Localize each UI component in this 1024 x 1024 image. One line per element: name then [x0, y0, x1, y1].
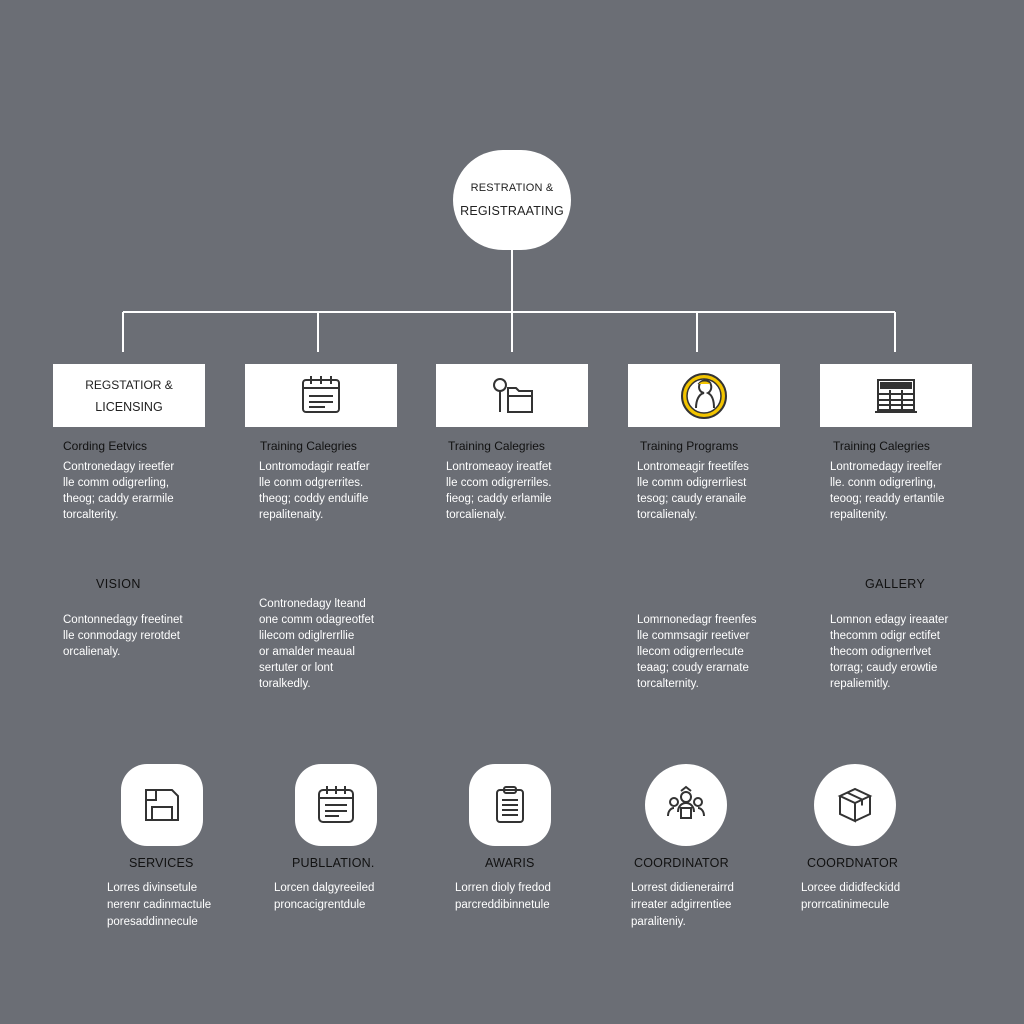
column-description: Lontromeaoy ireatfet lle ccom odigrerril…: [446, 461, 552, 521]
section-title-gallery: GALLERY: [865, 577, 926, 591]
bottom-description: Lorren dioly fredod parcreddibinnetule: [455, 882, 551, 911]
column-title: Training Calegries: [833, 439, 930, 453]
column-title: Training Calegries: [260, 439, 357, 453]
root-node-line1: RESTRATION &: [470, 182, 554, 194]
package-box-icon: [837, 787, 873, 823]
root-node[interactable]: RESTRATION & REGISTRAATING: [453, 150, 571, 250]
column-description: Lontromedagy ireelfer lle. conm odigrerl…: [830, 461, 945, 521]
bottom-description: Lorrest didienerairrd irreater adgirrent…: [631, 882, 734, 928]
box-line1: REGSTATIOR &: [85, 377, 173, 392]
bottom-title-services: SERVICES: [129, 856, 194, 870]
section-title-vision: VISION: [96, 577, 141, 591]
tile-coordinator[interactable]: [645, 764, 727, 846]
box-person-profile[interactable]: [628, 364, 780, 427]
section-description: Lomnon edagy ireaater thecomm odigr ecti…: [830, 614, 949, 690]
window-grid-icon: [875, 378, 917, 413]
magnifier-folder-icon: [493, 377, 533, 413]
floppy-disk-icon: [145, 789, 179, 821]
column-description: Contronedagy ireetfer lle comm odigrerli…: [63, 461, 175, 521]
box-search-folder[interactable]: [436, 364, 588, 427]
clipboard-list-icon: [496, 786, 524, 823]
column-description: Lontromodagir reatfer lle conm odgrerrit…: [259, 461, 370, 521]
bottom-title-coordinator: COORDINATOR: [634, 856, 729, 870]
tile-services[interactable]: [121, 764, 203, 846]
team-people-icon: [667, 785, 705, 819]
column-title: Cording Eetvics: [63, 439, 148, 453]
section-description: Contonnedagy freetinet lle conmodagy rer…: [63, 614, 183, 658]
box-calendar[interactable]: [245, 364, 397, 427]
column-title: Training Programs: [640, 439, 739, 453]
tile-coordinator-2[interactable]: [814, 764, 896, 846]
column-description: Lontromeagir freetifes lle comm odigrerr…: [637, 461, 749, 521]
bottom-title-coordinator-2: COORDNATOR: [807, 856, 899, 870]
box-registration-licensing[interactable]: REGSTATIOR & LICENSING: [53, 364, 205, 427]
section-description: Contronedagy lteand one comm odagreotfet…: [259, 598, 375, 690]
box-window-grid[interactable]: [820, 364, 972, 427]
calendar-list-icon: [318, 786, 354, 823]
bottom-title-publication: PUBLLATION.: [292, 856, 375, 870]
bottom-description: Lorcen dalgyreeiled proncacigrentdule: [274, 882, 375, 911]
calendar-list-icon: [302, 375, 340, 413]
section-description: Lomrnonedagr freenfes lle commsagir reet…: [637, 614, 757, 690]
root-node-line2: REGISTRAATING: [460, 204, 564, 218]
box-line2: LICENSING: [95, 399, 163, 414]
bottom-title-awards: AWARIS: [485, 856, 535, 870]
column-title: Training Calegries: [448, 439, 545, 453]
bottom-description: Lorcee dididfeckidd prorrcatinimecule: [801, 882, 901, 911]
tile-publication[interactable]: [295, 764, 377, 846]
tile-awards[interactable]: [469, 764, 551, 846]
person-profile-icon: [681, 372, 727, 419]
bottom-description: Lorres divinsetule nerenr cadinmactule p…: [107, 882, 212, 928]
